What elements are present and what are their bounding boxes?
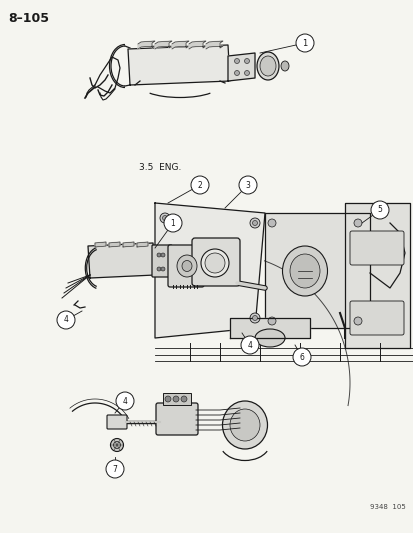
Polygon shape xyxy=(95,242,106,247)
Ellipse shape xyxy=(230,409,259,441)
Ellipse shape xyxy=(113,441,120,448)
Ellipse shape xyxy=(282,246,327,296)
Polygon shape xyxy=(109,242,120,247)
Text: 9348  105: 9348 105 xyxy=(369,504,405,510)
Text: 1: 1 xyxy=(170,219,175,228)
Polygon shape xyxy=(138,41,154,49)
Circle shape xyxy=(249,313,259,323)
Ellipse shape xyxy=(254,329,284,347)
Polygon shape xyxy=(344,203,409,348)
Text: 3.5  ENG.: 3.5 ENG. xyxy=(138,164,181,173)
Ellipse shape xyxy=(177,255,197,277)
Polygon shape xyxy=(189,41,206,49)
Polygon shape xyxy=(123,242,134,247)
Ellipse shape xyxy=(182,261,192,271)
Text: 2: 2 xyxy=(197,181,202,190)
Circle shape xyxy=(252,221,257,225)
Circle shape xyxy=(159,213,170,223)
Circle shape xyxy=(267,219,275,227)
Circle shape xyxy=(162,215,167,221)
Polygon shape xyxy=(171,41,189,49)
Ellipse shape xyxy=(201,249,228,277)
Circle shape xyxy=(353,317,361,325)
Circle shape xyxy=(249,218,259,228)
Circle shape xyxy=(252,316,257,320)
Circle shape xyxy=(164,214,182,232)
Ellipse shape xyxy=(222,401,267,449)
Polygon shape xyxy=(154,203,264,338)
Circle shape xyxy=(234,59,239,63)
Text: 3: 3 xyxy=(245,181,250,190)
Circle shape xyxy=(180,396,187,402)
Polygon shape xyxy=(137,242,147,247)
Ellipse shape xyxy=(289,254,319,288)
FancyBboxPatch shape xyxy=(349,301,403,335)
Circle shape xyxy=(244,59,249,63)
FancyBboxPatch shape xyxy=(192,238,240,286)
Text: 1: 1 xyxy=(301,38,307,47)
Polygon shape xyxy=(154,41,171,49)
Circle shape xyxy=(353,219,361,227)
Circle shape xyxy=(244,70,249,76)
Circle shape xyxy=(238,176,256,194)
Polygon shape xyxy=(228,53,254,81)
FancyBboxPatch shape xyxy=(349,231,403,265)
Text: 4: 4 xyxy=(64,316,68,325)
Circle shape xyxy=(57,311,75,329)
Polygon shape xyxy=(230,318,309,338)
FancyBboxPatch shape xyxy=(152,245,171,277)
Text: 8–105: 8–105 xyxy=(8,12,49,25)
Circle shape xyxy=(173,396,178,402)
Ellipse shape xyxy=(110,439,123,451)
Ellipse shape xyxy=(256,52,278,80)
Ellipse shape xyxy=(280,61,288,71)
FancyBboxPatch shape xyxy=(107,415,127,429)
Text: 5: 5 xyxy=(377,206,382,214)
Polygon shape xyxy=(264,213,369,328)
Text: 4: 4 xyxy=(247,341,252,350)
Bar xyxy=(163,393,190,405)
Text: 7: 7 xyxy=(112,464,117,473)
Ellipse shape xyxy=(259,56,275,76)
Circle shape xyxy=(267,317,275,325)
Polygon shape xyxy=(128,45,230,85)
Circle shape xyxy=(190,176,209,194)
Circle shape xyxy=(234,70,239,76)
Text: 6: 6 xyxy=(299,352,304,361)
Circle shape xyxy=(240,336,259,354)
Circle shape xyxy=(292,348,310,366)
Circle shape xyxy=(370,201,388,219)
FancyBboxPatch shape xyxy=(156,403,197,435)
FancyBboxPatch shape xyxy=(168,245,204,287)
Circle shape xyxy=(116,392,134,410)
Polygon shape xyxy=(206,41,223,49)
Circle shape xyxy=(157,267,161,271)
Circle shape xyxy=(161,253,165,257)
Circle shape xyxy=(295,34,313,52)
Text: 4: 4 xyxy=(122,397,127,406)
Polygon shape xyxy=(88,243,154,278)
Circle shape xyxy=(161,267,165,271)
Circle shape xyxy=(165,396,171,402)
Circle shape xyxy=(106,460,124,478)
Ellipse shape xyxy=(204,253,224,273)
Circle shape xyxy=(157,253,161,257)
